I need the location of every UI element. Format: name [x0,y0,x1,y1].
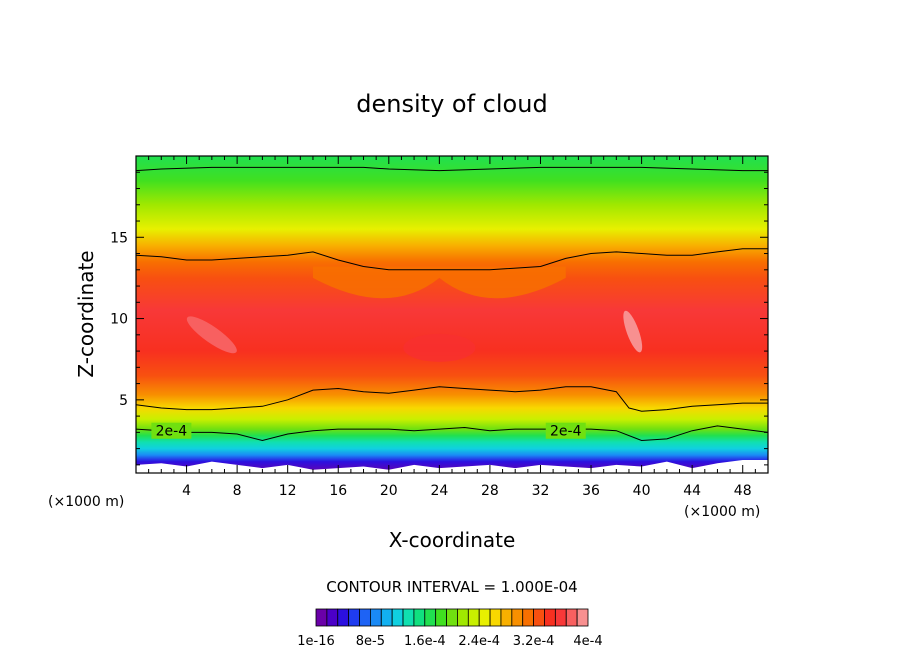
x-tick-label: 28 [481,483,499,499]
field-feature [186,316,237,354]
field-feature [403,333,476,362]
x-tick-label: 44 [683,483,701,499]
colorbar-swatch [359,608,371,627]
density-field [136,156,768,473]
contour-labels: 2e-4 2e-4 [151,422,586,440]
colorbar-swatch [576,608,589,627]
x-tick-label: 8 [233,483,242,499]
contour-label-bg [151,422,192,439]
contour-line [136,248,768,271]
colorbar-label: 8e-5 [356,634,385,649]
x-axis-ticks: 4 8 12 16 20 24 28 32 36 40 44 48 [148,156,756,499]
x-tick-label: 40 [633,483,651,499]
colorbar-swatch [326,608,339,627]
y-axis-ticks: 5 10 15 [110,171,768,466]
colorbar-swatch [348,608,360,627]
x-tick-label: 12 [279,483,297,499]
contour-line [136,166,768,172]
colorbar-swatch [402,608,415,627]
x-tick-label: 20 [380,483,398,499]
colorbar-swatch [380,608,393,627]
colorbar-swatch [413,608,426,627]
x-unit-left: (×1000 m) [48,494,124,510]
colorbar-swatch [478,608,491,627]
colorbar-swatch [467,608,480,627]
colorbar-swatch [565,608,578,627]
y-tick-label: 10 [110,312,128,328]
field-feature [312,266,566,299]
contour-label: 2e-4 [156,424,188,440]
colorbar-swatch [554,608,567,627]
field-feature [623,310,643,353]
colorbar-swatch [533,608,545,627]
contour-lines [136,166,768,442]
colorbar-swatch [457,608,469,627]
colorbar-swatch [500,608,513,627]
y-tick-label: 15 [110,230,128,246]
y-tick-label: 5 [119,393,128,409]
colorbar-label: 4e-4 [573,634,602,649]
colorbar-swatch [544,608,556,627]
colorbar-swatch [446,608,458,627]
x-tick-label: 32 [532,483,550,499]
colorbar [315,608,589,627]
colorbar-swatch [511,608,524,627]
contour-label: 2e-4 [550,424,582,440]
colorbar-swatch [369,608,382,627]
x-axis-label: X-coordinate [389,528,516,552]
colorbar-swatch [337,608,350,627]
contour-interval: CONTOUR INTERVAL = 1.000E-04 [326,578,577,596]
colorbar-label: 1.6e-4 [404,634,446,649]
x-tick-label: 16 [329,483,347,499]
colorbar-swatch [435,608,447,627]
x-tick-label: 48 [734,483,752,499]
contour-line [136,386,768,412]
colorbar-label: 2.4e-4 [458,634,500,649]
colorbar-labels: 1e-16 8e-5 1.6e-4 2.4e-4 3.2e-4 4e-4 [297,634,602,649]
colorbar-swatch [315,608,328,627]
field-features [136,266,768,473]
plot-area [136,156,768,473]
contour-label-bg [545,422,586,439]
x-tick-label: 24 [430,483,448,499]
y-axis-label: Z-coordinate [74,250,98,377]
contour-line [136,425,768,442]
colorbar-swatch [489,608,502,627]
chart-title: density of cloud [356,90,547,118]
colorbar-swatch [522,608,534,627]
colorbar-label: 1e-16 [297,634,335,649]
colorbar-label: 3.2e-4 [513,634,555,649]
x-tick-label: 36 [582,483,600,499]
x-tick-label: 4 [182,483,191,499]
cloud-base-gap [136,460,768,473]
colorbar-swatch [391,608,404,627]
colorbar-swatch [424,608,437,627]
x-unit-right: (×1000 m) [684,504,760,520]
